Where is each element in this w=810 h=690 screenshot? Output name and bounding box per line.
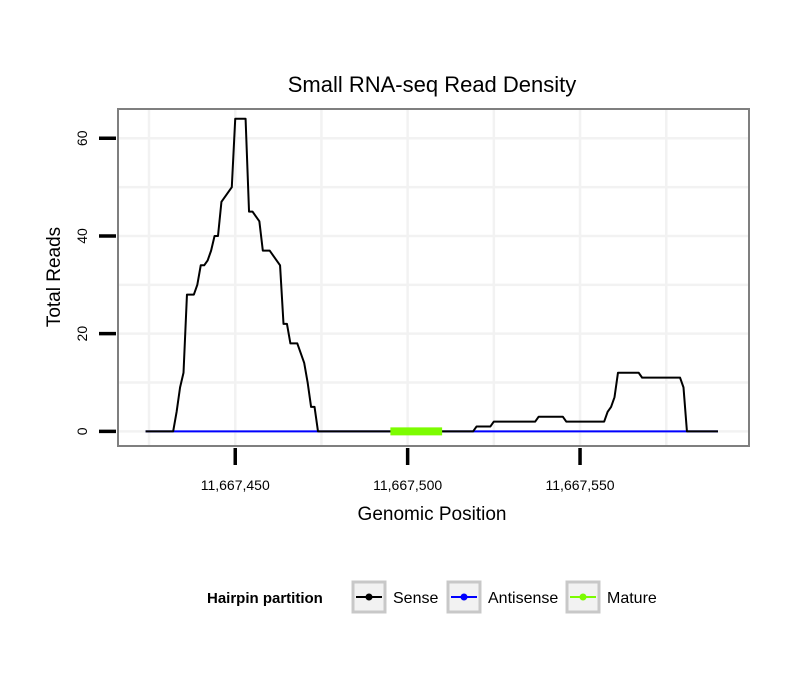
series-layer	[145, 117, 718, 436]
legend-label-mature: Mature	[607, 590, 657, 607]
legend-dot-mature	[579, 593, 587, 601]
y-axis: 0 20 40 60	[74, 130, 116, 435]
legend-dot-sense	[365, 593, 373, 601]
chart-title: Small RNA-seq Read Density	[288, 72, 577, 97]
grid-lines	[118, 109, 749, 446]
legend-label-antisense: Antisense	[488, 590, 558, 607]
x-tick-label: 11,667,450	[201, 477, 270, 493]
y-tick-label: 40	[74, 228, 90, 244]
legend-item-sense: Sense	[351, 580, 438, 614]
x-axis: 11,667,450 11,667,500 11,667,550	[201, 448, 615, 493]
x-tick-label: 11,667,500	[373, 477, 442, 493]
y-axis-title: Total Reads	[44, 227, 65, 327]
legend-label-sense: Sense	[393, 590, 438, 607]
y-tick-label: 0	[74, 427, 90, 435]
y-tick-label: 60	[74, 130, 90, 146]
plot-border	[117, 108, 750, 447]
legend-item-mature: Mature	[565, 580, 657, 614]
legend-title: Hairpin partition	[207, 590, 323, 607]
series-line-sense	[145, 117, 718, 433]
plot-panel	[117, 108, 750, 447]
y-tick-label: 20	[74, 326, 90, 342]
x-axis-title: Genomic Position	[358, 504, 507, 525]
legend-item-antisense: Antisense	[446, 580, 558, 614]
x-tick-label: 11,667,550	[546, 477, 615, 493]
plot-background	[118, 109, 749, 446]
legend-dot-antisense	[460, 593, 468, 601]
legend: Hairpin partition Sense Antisense Mature	[207, 580, 657, 614]
